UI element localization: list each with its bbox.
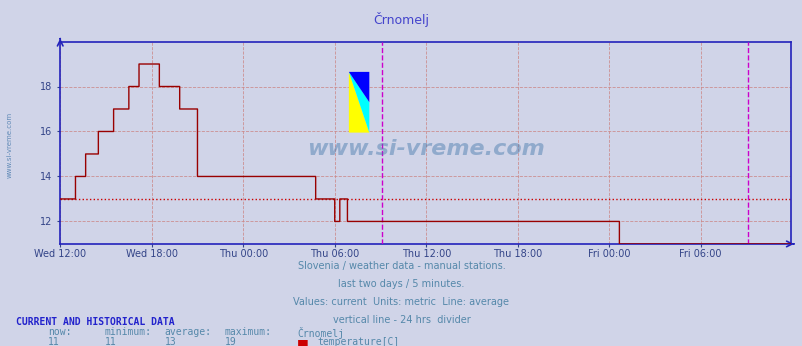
Text: ■: ■ [297,337,309,346]
Text: Slovenia / weather data - manual stations.: Slovenia / weather data - manual station… [298,261,504,271]
Text: now:: now: [48,327,71,337]
Text: temperature[C]: temperature[C] [317,337,399,346]
Text: Črnomelj: Črnomelj [297,327,344,339]
Text: maximum:: maximum: [225,327,272,337]
Text: www.si-vreme.com: www.si-vreme.com [6,112,13,179]
Polygon shape [348,72,369,102]
Polygon shape [348,72,369,133]
Text: 13: 13 [164,337,176,346]
Text: 19: 19 [225,337,237,346]
Text: average:: average: [164,327,212,337]
Text: Values: current  Units: metric  Line: average: Values: current Units: metric Line: aver… [294,297,508,307]
Text: 11: 11 [48,337,60,346]
Text: Črnomelj: Črnomelj [373,12,429,27]
Text: 11: 11 [104,337,116,346]
Text: vertical line - 24 hrs  divider: vertical line - 24 hrs divider [332,315,470,325]
Text: minimum:: minimum: [104,327,152,337]
Text: www.si-vreme.com: www.si-vreme.com [306,139,544,159]
Text: CURRENT AND HISTORICAL DATA: CURRENT AND HISTORICAL DATA [16,317,175,327]
Polygon shape [348,72,369,133]
Text: last two days / 5 minutes.: last two days / 5 minutes. [338,279,464,289]
